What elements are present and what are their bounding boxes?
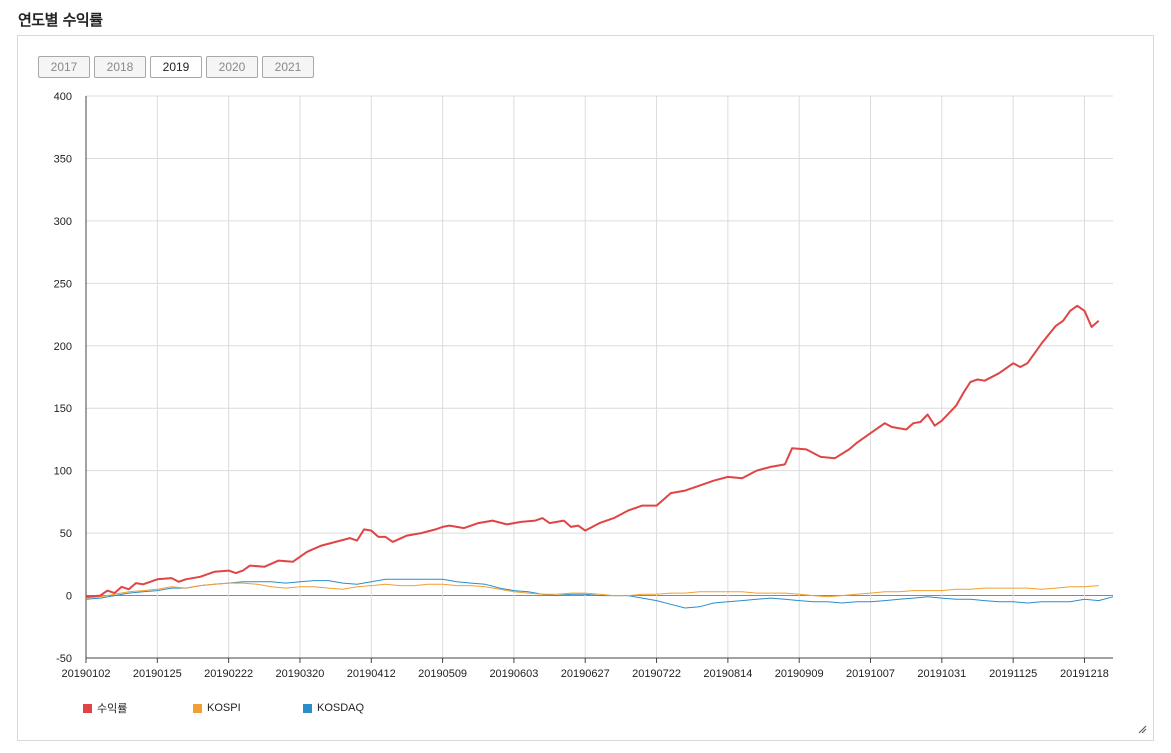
line-chart: -50 0 50 100 150 200 250 300 350 400 20190102 20190… <box>54 91 1114 680</box>
y-tick-label: 200 <box>54 341 72 353</box>
x-tick-label: 20190222 <box>204 668 253 680</box>
legend-item[interactable]: KOSPI <box>193 700 303 716</box>
y-tick-label: 250 <box>54 278 72 290</box>
y-tick-label: 400 <box>54 91 72 103</box>
legend-label: 수익률 <box>97 703 128 715</box>
legend-item[interactable]: KOSDAQ <box>303 700 413 716</box>
series-line-KOSDAQ <box>85 578 1114 609</box>
x-tick-label: 20190509 <box>418 668 467 680</box>
x-tick-label: 20191031 <box>917 668 966 680</box>
y-tick-label: 100 <box>54 466 72 478</box>
y-tick-label: 0 <box>66 591 72 603</box>
x-tick-label: 20190814 <box>703 668 752 680</box>
x-tick-label: 20190627 <box>561 668 610 680</box>
x-tick-label: 20190412 <box>347 668 396 680</box>
x-tick-label: 20190320 <box>275 668 324 680</box>
y-tick-label: 300 <box>54 216 72 228</box>
year-tab-2018[interactable]: 2018 <box>94 56 146 78</box>
x-tick-label: 20190722 <box>632 668 681 680</box>
year-tab-2019[interactable]: 2019 <box>150 56 202 78</box>
legend-label: KOSPI <box>207 702 241 714</box>
year-tab-2020[interactable]: 2020 <box>206 56 258 78</box>
y-tick-label: 50 <box>60 528 72 540</box>
chart-panel: 2017 2018 2019 2020 2021 -50 0 50 100 150 200 250 3… <box>17 35 1154 741</box>
legend-label: KOSDAQ <box>317 702 365 714</box>
year-tab-2017[interactable]: 2017 <box>38 56 90 78</box>
legend-swatch <box>193 703 202 713</box>
legend-item[interactable]: 수익률 <box>83 700 193 716</box>
y-tick-label: 350 <box>54 153 72 165</box>
y-tick-label: 150 <box>54 403 72 415</box>
x-tick-label: 20190909 <box>775 668 824 680</box>
legend-swatch <box>83 703 92 713</box>
year-tab-2021[interactable]: 2021 <box>262 56 314 78</box>
series-line-KOSPI <box>85 582 1099 599</box>
x-tick-label: 20191218 <box>1060 668 1109 680</box>
x-tick-label: 20190125 <box>133 668 182 680</box>
x-tick-label: 20190102 <box>62 668 111 680</box>
year-tabs: 2017 2018 2019 2020 2021 <box>38 56 314 78</box>
y-tick-label: -50 <box>56 653 72 665</box>
page-title: 연도별 수익률 <box>18 11 103 29</box>
x-tick-label: 20190603 <box>489 668 538 680</box>
x-tick-label: 20191125 <box>989 668 1037 680</box>
chart-legend: 수익률 KOSPI KOSDAQ <box>83 700 413 716</box>
resize-grip-icon[interactable] <box>1137 724 1147 734</box>
x-tick-label: 20191007 <box>846 668 895 680</box>
series-line-수익률 <box>85 304 1100 598</box>
legend-swatch <box>303 703 312 713</box>
